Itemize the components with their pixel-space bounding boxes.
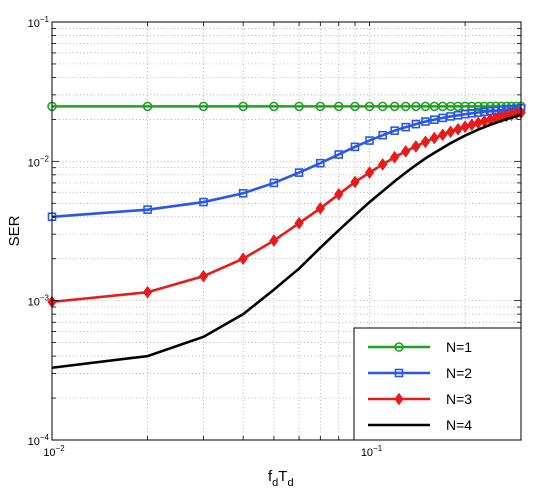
tick-label-base: 10 — [28, 157, 40, 169]
tick-label-exponent: −1 — [373, 444, 383, 453]
y-tick-label: 10−3 — [28, 294, 50, 309]
data-point — [198, 101, 209, 112]
data-point — [411, 119, 421, 129]
data-point — [350, 175, 360, 189]
data-point — [378, 158, 388, 171]
data-point — [390, 150, 400, 164]
data-point — [269, 101, 279, 112]
data-point — [429, 131, 439, 145]
tick-label-exponent: −4 — [40, 433, 50, 442]
data-point — [364, 166, 375, 179]
data-point — [294, 168, 304, 177]
data-point — [453, 122, 463, 136]
plot-frame — [51, 21, 522, 441]
data-point — [238, 101, 248, 112]
data-point — [142, 101, 153, 112]
y-tick-label: 10−1 — [28, 15, 50, 30]
grid-lines — [52, 22, 521, 440]
y-tick-label: 10−4 — [28, 433, 50, 448]
x-axis-label-f: f — [268, 468, 273, 485]
x-tick-label: 10−2 — [43, 444, 65, 459]
series-lines — [47, 101, 526, 370]
legend-box — [353, 327, 522, 441]
data-point — [350, 142, 360, 152]
data-point — [473, 108, 483, 117]
legend-entry: N=4 — [368, 417, 472, 433]
data-point — [438, 128, 448, 142]
y-axis-label: SER — [6, 215, 23, 246]
x-axis-label-t: T — [278, 468, 287, 485]
data-point — [421, 117, 430, 126]
data-point — [334, 150, 344, 159]
data-point — [142, 285, 153, 299]
data-point — [198, 269, 209, 283]
legend-marker — [394, 368, 404, 378]
legend-entry: N=3 — [368, 391, 472, 407]
tick-label-base: 10 — [28, 297, 40, 309]
legend-label: N=3 — [446, 391, 472, 407]
tick-label-base: 10 — [43, 447, 55, 459]
data-point — [390, 126, 399, 135]
data-point — [269, 178, 279, 188]
data-point — [238, 188, 248, 198]
tick-label-exponent: −2 — [56, 444, 66, 453]
data-point — [365, 136, 374, 145]
legend-marker — [394, 342, 404, 352]
tick-label-base: 10 — [28, 18, 40, 30]
data-point — [364, 101, 375, 112]
data-point — [334, 187, 344, 201]
data-point — [315, 201, 325, 215]
tick-labels: 10−2 10−110−110−210−310−4 — [28, 15, 383, 459]
series-3 — [47, 106, 526, 309]
data-point — [377, 101, 388, 112]
legend-label: N=2 — [446, 365, 472, 381]
tick-label-base: 10 — [28, 436, 40, 448]
data-point — [420, 135, 431, 149]
data-point — [294, 216, 304, 230]
data-point — [333, 101, 344, 112]
tick-label-exponent: −2 — [40, 154, 50, 163]
x-axis-label: fdTd — [268, 468, 294, 489]
tick-label-exponent: −1 — [40, 15, 50, 24]
data-point — [438, 113, 447, 123]
data-point — [479, 101, 490, 112]
tick-label-base: 10 — [361, 447, 373, 459]
series-4 — [51, 113, 522, 370]
data-point — [350, 101, 360, 112]
data-point — [199, 197, 208, 207]
data-point — [401, 144, 411, 158]
legend-label: N=1 — [446, 339, 472, 355]
x-axis-label-sub-d1: d — [272, 477, 278, 489]
data-point — [294, 101, 304, 112]
x-axis-label-sub-d2: d — [287, 477, 293, 489]
data-point — [315, 101, 326, 112]
data-point — [143, 205, 152, 214]
data-point — [389, 101, 400, 112]
legend-marker — [394, 392, 404, 406]
y-tick-label: 10−2 — [28, 154, 50, 169]
data-point — [400, 101, 411, 112]
data-point — [401, 122, 410, 132]
data-point — [411, 101, 421, 112]
data-point — [378, 130, 387, 140]
data-point — [411, 140, 421, 153]
data-point — [316, 158, 325, 168]
legend-entry: N=1 — [368, 339, 472, 355]
legend-label: N=4 — [446, 417, 472, 433]
x-tick-label: 10−1 — [361, 444, 383, 459]
data-point — [238, 252, 248, 266]
data-point — [453, 101, 463, 112]
data-point — [473, 101, 484, 112]
series-2 — [47, 104, 526, 222]
data-point — [430, 115, 439, 124]
series-line — [51, 113, 522, 370]
data-point — [445, 125, 456, 139]
legend-entry: N=2 — [368, 365, 472, 381]
data-point — [269, 234, 279, 247]
data-point — [420, 101, 431, 112]
legend: N=1 N=2 N=3 N=4 — [353, 327, 522, 441]
tick-label-exponent: −3 — [40, 294, 50, 303]
